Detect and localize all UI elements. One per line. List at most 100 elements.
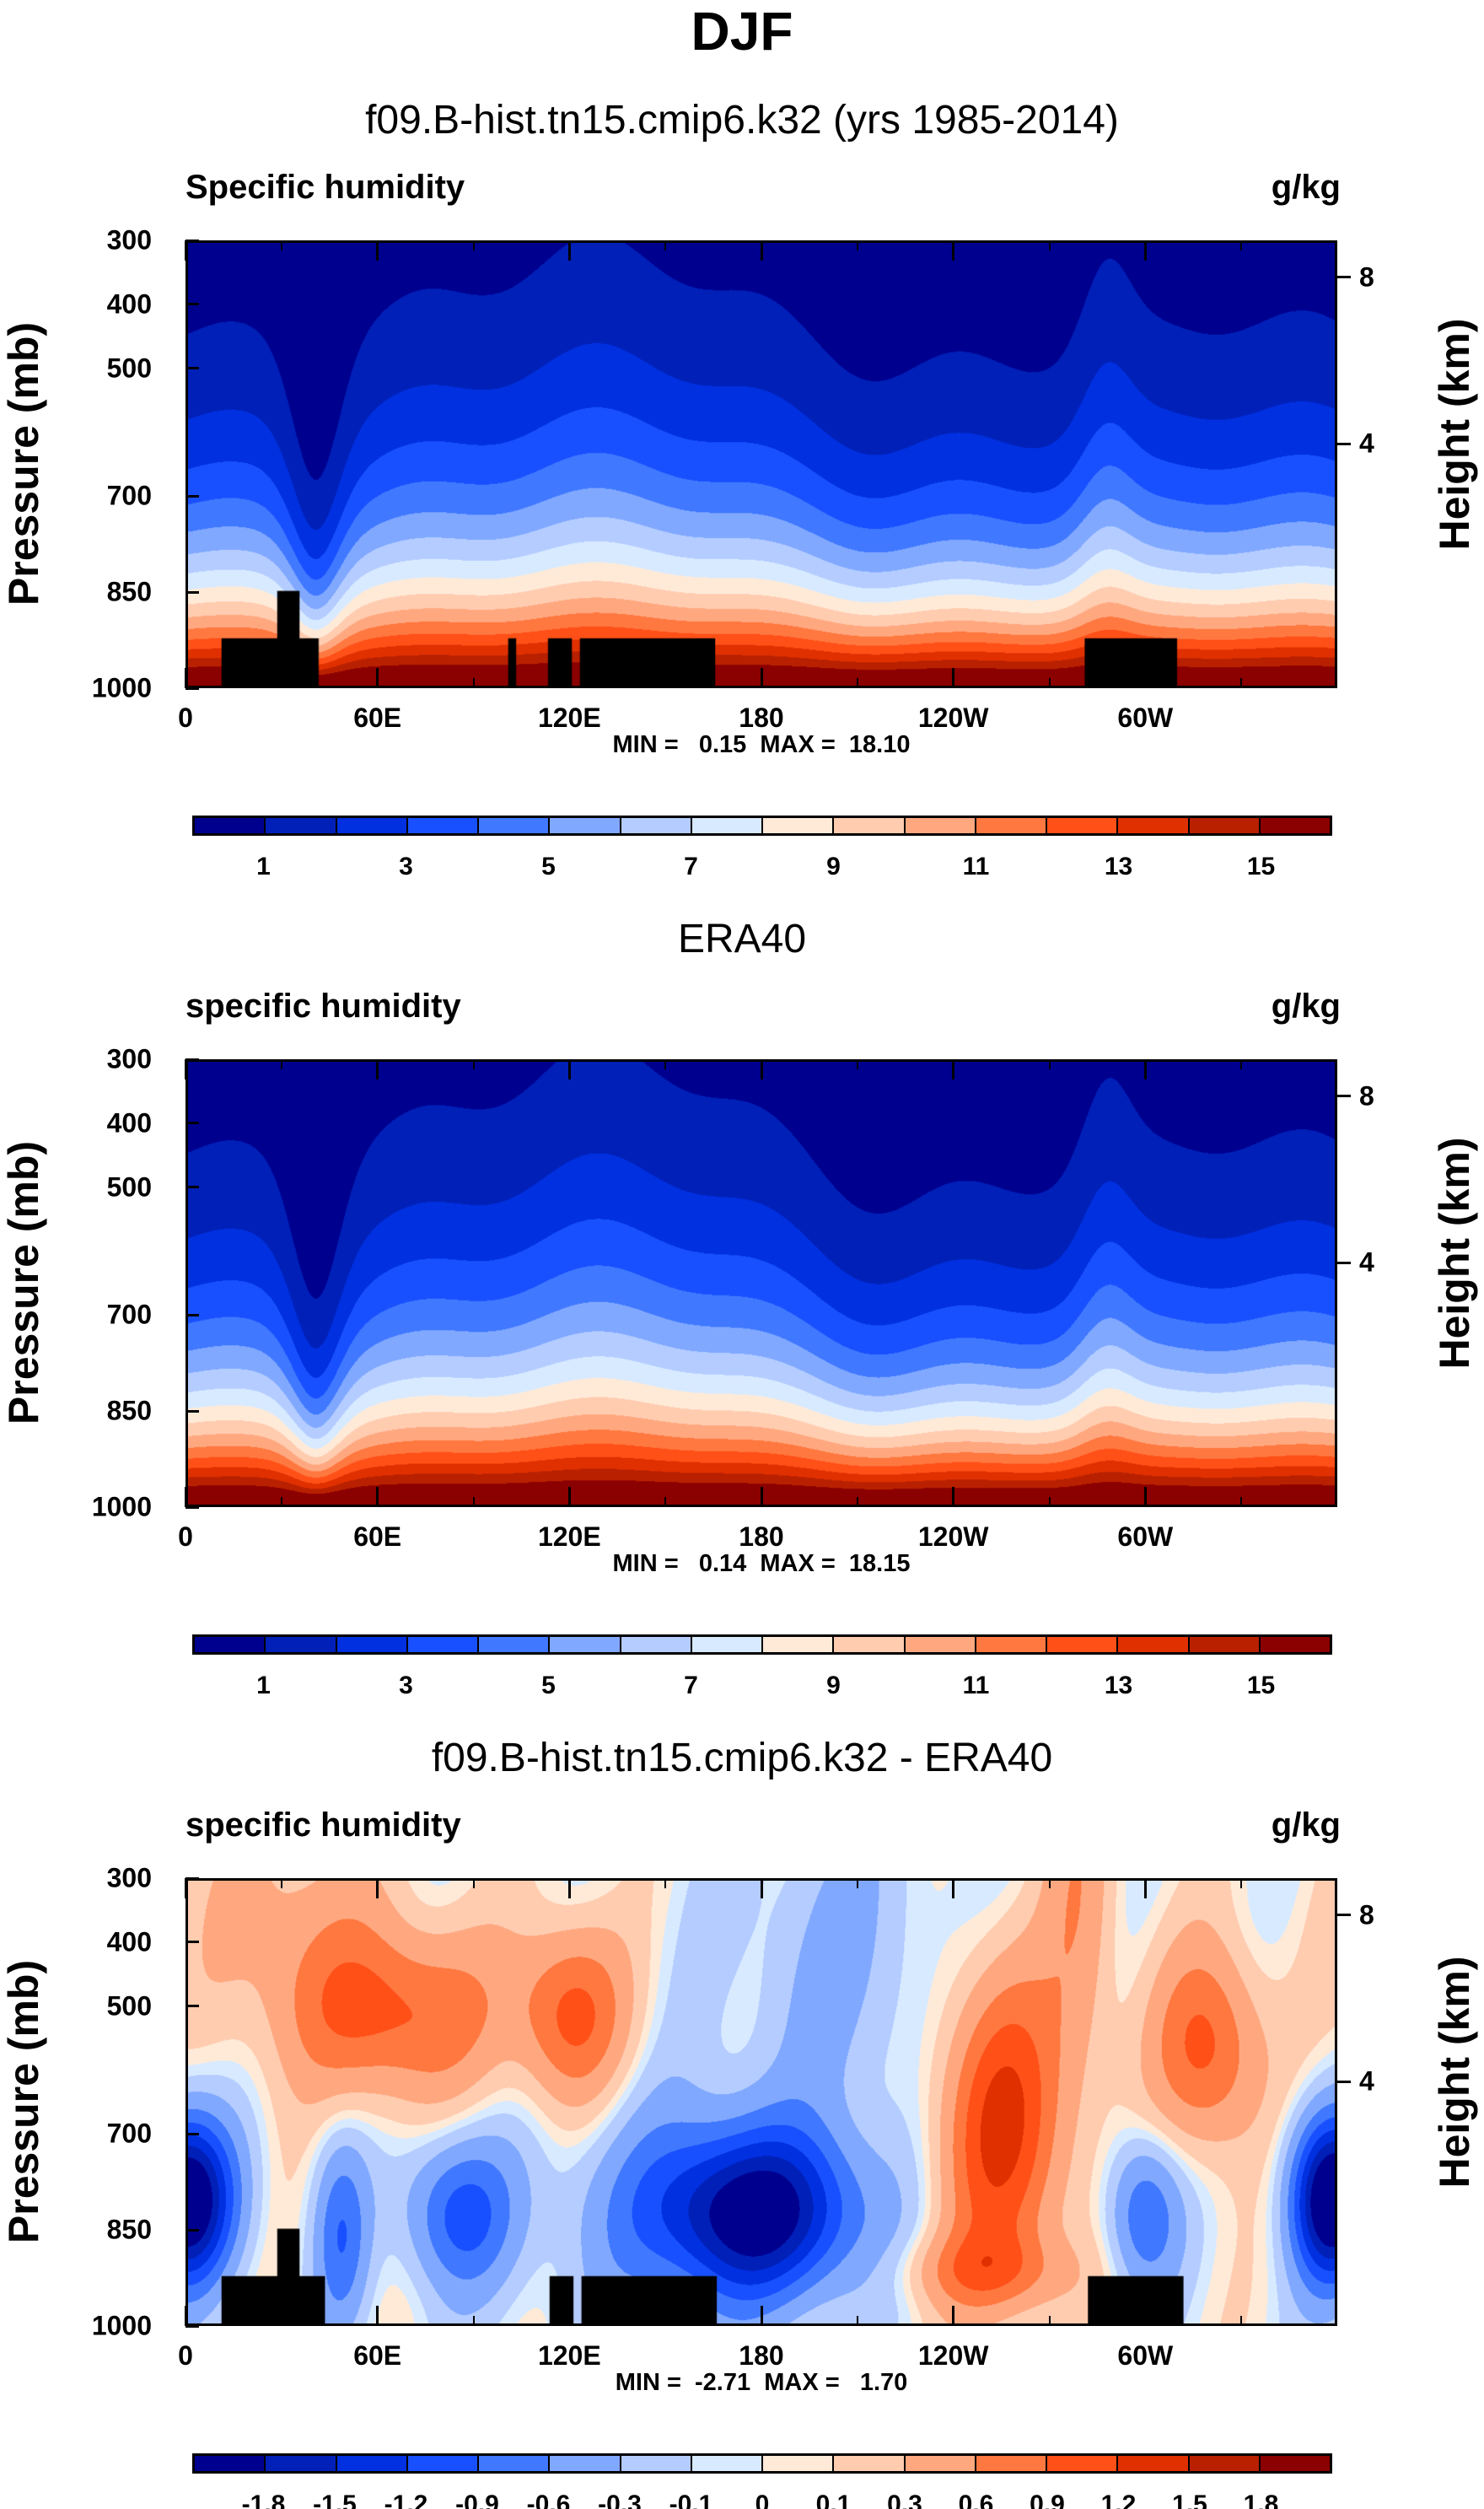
x-tick-label: 120E xyxy=(537,2340,601,2371)
height-tick-label: 4 xyxy=(1359,2065,1374,2097)
colorbar-label: 15 xyxy=(1246,853,1276,880)
contour-plot xyxy=(186,1878,1337,2326)
colorbar-swatch xyxy=(479,1637,551,1652)
x-tick-mark xyxy=(184,1878,187,1898)
x-tick-label: 60W xyxy=(1117,2340,1174,2371)
height-tick-label: 8 xyxy=(1359,1899,1374,1930)
y-tick-label: 850 xyxy=(106,576,152,607)
x-tick-mark xyxy=(184,1059,187,1080)
y-tick-label: 400 xyxy=(106,1107,152,1139)
min-max-text: MIN = 0.15 MAX = 18.10 xyxy=(612,731,911,758)
x-tick-label: 180 xyxy=(739,703,784,733)
x-tick-mark xyxy=(1143,1059,1147,1080)
colorbar-label: -1.5 xyxy=(313,2490,357,2509)
plot-panel-1: f09.B-hist.tn15.cmip6.k32 (yrs 1985-2014… xyxy=(0,98,1484,880)
colorbar-swatch xyxy=(763,1637,835,1652)
x-minor-tick xyxy=(856,2316,858,2326)
plot-title: f09.B-hist.tn15.cmip6.k32 (yrs 1985-2014… xyxy=(365,98,1119,143)
x-minor-tick xyxy=(280,678,282,688)
x-tick-label: 0 xyxy=(178,1521,193,1552)
x-tick-mark xyxy=(567,2306,571,2326)
x-tick-mark xyxy=(376,2306,379,2326)
x-minor-tick xyxy=(856,1059,858,1069)
colorbar-swatch xyxy=(1118,818,1190,833)
x-tick-mark xyxy=(760,668,763,688)
colorbar-label: 3 xyxy=(399,1672,413,1699)
x-minor-tick xyxy=(664,1059,667,1069)
y-tick-mark xyxy=(186,494,199,498)
colorbar-label: -0.9 xyxy=(455,2490,499,2509)
y-tick-mark xyxy=(186,303,199,306)
colorbar-swatch xyxy=(195,2456,266,2471)
x-tick-mark xyxy=(376,240,379,261)
colorbar-swatch xyxy=(1118,2456,1190,2471)
x-tick-mark xyxy=(1143,240,1147,261)
colorbar-swatch xyxy=(976,2456,1047,2471)
y-tick-label: 1000 xyxy=(91,2310,152,2341)
colorbar-label: 15 xyxy=(1246,1672,1276,1699)
x-minor-tick xyxy=(1048,1497,1051,1507)
x-tick-mark xyxy=(952,1878,955,1898)
x-minor-tick xyxy=(472,240,475,250)
x-tick-mark xyxy=(760,1487,763,1507)
x-tick-mark xyxy=(376,1059,379,1080)
colorbar-label: -1.8 xyxy=(241,2490,286,2509)
colorbar-swatch xyxy=(691,818,763,833)
y-tick-mark xyxy=(186,1941,199,1944)
colorbar xyxy=(192,1634,1332,1655)
main-title: DJF xyxy=(691,1,793,62)
x-tick-mark xyxy=(184,668,187,688)
colorbar-swatch xyxy=(834,818,906,833)
y-tick-label: 500 xyxy=(106,353,152,384)
y-tick-mark xyxy=(186,1122,199,1125)
x-tick-mark xyxy=(760,1878,763,1898)
y-tick-mark xyxy=(186,1186,199,1189)
colorbar-swatch xyxy=(407,1637,479,1652)
y-tick-mark xyxy=(186,2005,199,2008)
y-tick-mark xyxy=(186,1058,199,1061)
colorbar-swatch xyxy=(1260,1637,1330,1652)
colorbar-label: 5 xyxy=(541,1672,556,1699)
colorbar-swatch xyxy=(905,818,976,833)
x-tick-mark xyxy=(376,668,379,688)
contour-plot xyxy=(186,1059,1337,1507)
y-tick-label: 300 xyxy=(106,224,152,256)
colorbar-swatch xyxy=(336,2456,408,2471)
colorbar-swatch xyxy=(1047,818,1119,833)
colorbar-swatch xyxy=(1189,2456,1261,2471)
right-axis-label: Height (km) xyxy=(1431,1956,1478,2189)
x-tick-label: 60E xyxy=(353,703,402,733)
y-axis-label: Pressure (mb) xyxy=(0,1959,47,2244)
height-tick-mark xyxy=(1337,1261,1351,1264)
y-tick-label: 700 xyxy=(106,480,152,511)
x-minor-tick xyxy=(1048,1878,1051,1888)
x-minor-tick xyxy=(280,1059,282,1069)
colorbar-swatch xyxy=(691,2456,763,2471)
colorbar-label: 9 xyxy=(826,1672,841,1699)
right-axis-label: Height (km) xyxy=(1431,1137,1478,1370)
colorbar-swatch xyxy=(1047,1637,1119,1652)
plot-title: ERA40 xyxy=(677,917,807,961)
height-tick-mark xyxy=(1337,2080,1351,2083)
plot-panel-3: f09.B-hist.tn15.cmip6.k32 - ERA40 specifi… xyxy=(0,1736,1484,2509)
x-tick-mark xyxy=(567,1059,571,1080)
x-tick-mark xyxy=(1143,2306,1147,2326)
y-tick-label: 1000 xyxy=(91,1491,152,1522)
x-minor-tick xyxy=(856,1497,858,1507)
x-minor-tick xyxy=(1048,240,1051,250)
x-tick-label: 0 xyxy=(178,703,193,733)
colorbar xyxy=(192,2453,1332,2474)
y-tick-mark xyxy=(186,239,199,242)
y-tick-mark xyxy=(186,367,199,370)
colorbar-label: 7 xyxy=(684,853,698,880)
colorbar-label: -0.3 xyxy=(598,2490,642,2509)
x-tick-label: 120W xyxy=(917,703,989,733)
x-minor-tick xyxy=(856,678,858,688)
colorbar-label: -0.6 xyxy=(526,2490,571,2509)
y-tick-label: 400 xyxy=(106,288,152,320)
colorbar-swatch xyxy=(691,1637,763,1652)
x-tick-mark xyxy=(184,1487,187,1507)
x-tick-mark xyxy=(567,240,571,261)
x-tick-mark xyxy=(376,1878,379,1898)
